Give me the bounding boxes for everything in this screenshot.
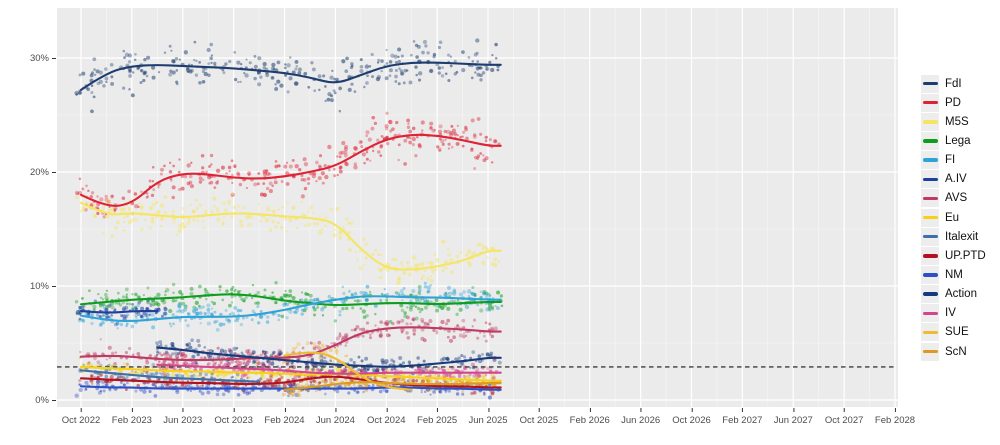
legend-key bbox=[921, 285, 939, 304]
legend-line-swatch bbox=[922, 311, 938, 315]
x-axis-tick-label: Oct 2023 bbox=[214, 408, 253, 426]
legend-key bbox=[921, 112, 939, 131]
y-axis-tick-label: 0% bbox=[4, 395, 56, 406]
legend-label: A.IV bbox=[945, 173, 967, 186]
legend-key bbox=[921, 93, 939, 112]
legend-line-swatch bbox=[922, 273, 938, 277]
legend-key bbox=[921, 227, 939, 246]
legend-item-nm: NM bbox=[921, 265, 986, 284]
x-axis-tick-label: Oct 2022 bbox=[61, 408, 101, 426]
legend-line-swatch bbox=[922, 349, 938, 354]
legend-key bbox=[921, 151, 939, 170]
legend-label: FI bbox=[945, 154, 956, 167]
x-axis-tick-label: Jun 2023 bbox=[163, 408, 203, 426]
legend: FdI PD M5S Lega FI A.IV AVS Eu Italexit … bbox=[921, 74, 986, 361]
legend-line-swatch bbox=[922, 81, 938, 86]
legend-line-swatch bbox=[922, 215, 938, 220]
x-axis-tick-label: Oct 2024 bbox=[366, 408, 406, 426]
legend-label: FdI bbox=[945, 77, 962, 90]
legend-item-eu: Eu bbox=[921, 208, 986, 227]
legend-key bbox=[921, 208, 939, 227]
x-axis-tick-label: Oct 2027 bbox=[824, 408, 864, 426]
legend-item-fdi: FdI bbox=[921, 74, 986, 93]
x-axis-tick-label: Feb 2026 bbox=[569, 408, 610, 426]
x-axis-tick-label: Oct 2026 bbox=[672, 408, 711, 426]
y-axis-tick-label: 30% bbox=[4, 53, 56, 64]
y-axis-tick-label: 10% bbox=[4, 281, 56, 292]
x-axis-tick-label: Feb 2027 bbox=[722, 408, 763, 426]
x-axis-tick-label: Feb 2024 bbox=[264, 408, 305, 426]
legend-line-swatch bbox=[922, 120, 938, 124]
legend-label: ScN bbox=[945, 345, 967, 358]
x-axis-tick-label: Oct 2025 bbox=[519, 408, 559, 426]
legend-item-fi: FI bbox=[921, 151, 986, 170]
legend-line-swatch bbox=[922, 234, 938, 239]
legend-key bbox=[921, 131, 939, 150]
legend-label: M5S bbox=[945, 115, 969, 128]
legend-item-scn: ScN bbox=[921, 342, 986, 361]
x-axis-tick-label: Feb 2025 bbox=[417, 408, 458, 426]
chart-canvas bbox=[57, 8, 898, 407]
legend-item-action: Action bbox=[921, 285, 986, 304]
legend-line-swatch bbox=[922, 177, 938, 181]
legend-line-swatch bbox=[922, 139, 938, 143]
legend-label: Eu bbox=[945, 211, 960, 224]
legend-line-swatch bbox=[922, 292, 938, 296]
legend-item-upptd: UP.PTD bbox=[921, 246, 986, 265]
legend-label: IV bbox=[945, 307, 956, 320]
legend-line-swatch bbox=[922, 196, 938, 201]
legend-item-italexit: Italexit bbox=[921, 227, 986, 246]
legend-key bbox=[921, 246, 939, 265]
legend-item-sue: SUE bbox=[921, 323, 986, 342]
legend-item-m5s: M5S bbox=[921, 112, 986, 131]
x-axis-tick-label: Feb 2028 bbox=[874, 408, 916, 426]
x-axis-tick-label: Jun 2027 bbox=[773, 408, 813, 426]
legend-key bbox=[921, 342, 939, 361]
legend-label: Lega bbox=[945, 134, 971, 147]
legend-item-pd: PD bbox=[921, 93, 986, 112]
legend-line-swatch bbox=[922, 254, 938, 258]
legend-label: SUE bbox=[945, 326, 969, 339]
legend-label: UP.PTD bbox=[945, 249, 986, 262]
legend-key bbox=[921, 74, 939, 93]
legend-label: Italexit bbox=[945, 230, 979, 243]
legend-line-swatch bbox=[922, 158, 938, 162]
legend-label: Action bbox=[945, 288, 977, 301]
legend-line-swatch bbox=[922, 330, 938, 335]
legend-key bbox=[921, 189, 939, 208]
legend-label: PD bbox=[945, 96, 961, 109]
legend-key bbox=[921, 304, 939, 323]
legend-key bbox=[921, 323, 939, 342]
x-axis-tick-label: Jun 2026 bbox=[621, 408, 661, 426]
legend-item-iv: IV bbox=[921, 304, 986, 323]
legend-key bbox=[921, 265, 939, 284]
x-axis-tick-label: Feb 2023 bbox=[111, 408, 152, 426]
legend-line-swatch bbox=[922, 101, 938, 105]
y-axis-tick-label: 20% bbox=[4, 167, 56, 178]
legend-item-lega: Lega bbox=[921, 131, 986, 150]
legend-item-aiv: A.IV bbox=[921, 170, 986, 189]
legend-key bbox=[921, 170, 939, 189]
x-axis-tick-label: Jun 2025 bbox=[468, 408, 508, 426]
legend-label: NM bbox=[945, 268, 963, 281]
x-axis-tick-label: Jun 2024 bbox=[315, 408, 355, 426]
legend-label: AVS bbox=[945, 192, 968, 205]
legend-item-avs: AVS bbox=[921, 189, 986, 208]
